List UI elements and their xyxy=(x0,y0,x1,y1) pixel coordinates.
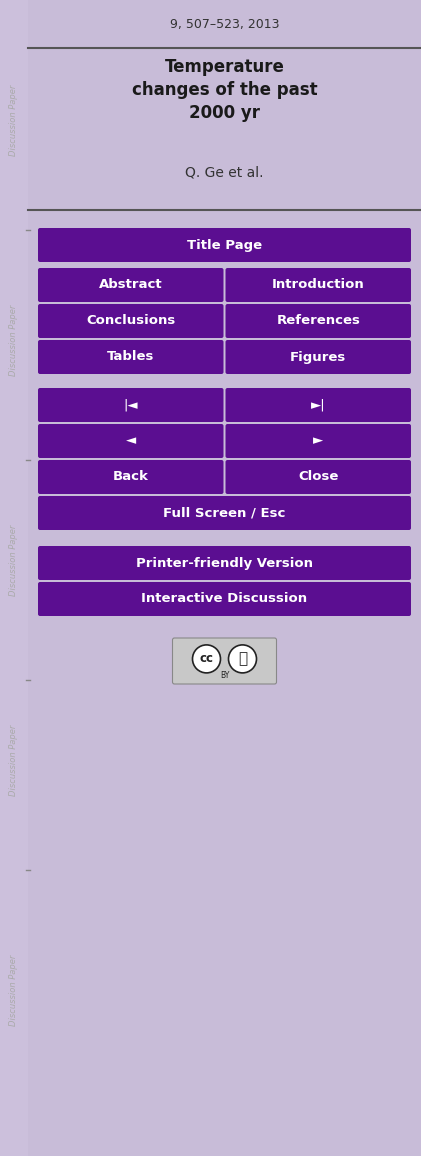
Text: Discussion Paper: Discussion Paper xyxy=(10,955,19,1025)
Text: |◄: |◄ xyxy=(123,399,138,412)
FancyBboxPatch shape xyxy=(226,268,411,302)
FancyBboxPatch shape xyxy=(38,460,224,494)
Circle shape xyxy=(229,645,256,673)
Text: Interactive Discussion: Interactive Discussion xyxy=(141,593,308,606)
Bar xyxy=(0,0,28,1156)
Text: Title Page: Title Page xyxy=(187,238,262,252)
Text: Q. Ge et al.: Q. Ge et al. xyxy=(185,165,264,179)
Text: Discussion Paper: Discussion Paper xyxy=(10,84,19,156)
FancyBboxPatch shape xyxy=(38,228,411,262)
Text: Back: Back xyxy=(113,470,149,483)
Text: Figures: Figures xyxy=(290,350,346,363)
Text: Discussion Paper: Discussion Paper xyxy=(10,725,19,795)
Text: Discussion Paper: Discussion Paper xyxy=(10,525,19,595)
FancyBboxPatch shape xyxy=(226,304,411,338)
Text: ►: ► xyxy=(313,435,323,447)
Text: cc: cc xyxy=(200,652,213,666)
FancyBboxPatch shape xyxy=(38,388,224,422)
Text: Close: Close xyxy=(298,470,338,483)
Text: Temperature
changes of the past
2000 yr: Temperature changes of the past 2000 yr xyxy=(132,58,317,121)
Circle shape xyxy=(192,645,221,673)
Text: ⓘ: ⓘ xyxy=(238,651,247,666)
FancyBboxPatch shape xyxy=(38,546,411,580)
Text: 9, 507–523, 2013: 9, 507–523, 2013 xyxy=(170,18,279,31)
Text: Discussion Paper: Discussion Paper xyxy=(10,304,19,376)
FancyBboxPatch shape xyxy=(226,340,411,375)
Text: References: References xyxy=(276,314,360,327)
FancyBboxPatch shape xyxy=(173,638,277,684)
Text: ►|: ►| xyxy=(311,399,325,412)
FancyBboxPatch shape xyxy=(38,581,411,616)
FancyBboxPatch shape xyxy=(226,388,411,422)
Text: ◄: ◄ xyxy=(125,435,136,447)
Text: Conclusions: Conclusions xyxy=(86,314,176,327)
Text: Tables: Tables xyxy=(107,350,155,363)
FancyBboxPatch shape xyxy=(38,304,224,338)
Text: Introduction: Introduction xyxy=(272,279,365,291)
Text: Full Screen / Esc: Full Screen / Esc xyxy=(163,506,286,519)
FancyBboxPatch shape xyxy=(38,496,411,529)
Text: Printer-friendly Version: Printer-friendly Version xyxy=(136,556,313,570)
FancyBboxPatch shape xyxy=(38,424,224,458)
FancyBboxPatch shape xyxy=(226,424,411,458)
FancyBboxPatch shape xyxy=(226,460,411,494)
FancyBboxPatch shape xyxy=(38,268,224,302)
Text: BY: BY xyxy=(220,670,229,680)
FancyBboxPatch shape xyxy=(38,340,224,375)
Text: Abstract: Abstract xyxy=(99,279,163,291)
